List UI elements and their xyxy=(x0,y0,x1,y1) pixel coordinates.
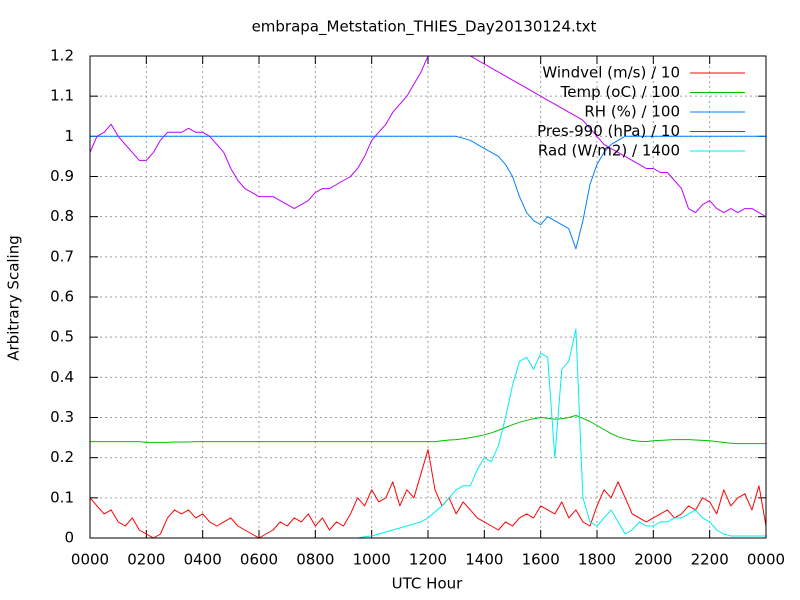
y-tick-label: 0.3 xyxy=(50,408,74,426)
data-line xyxy=(90,449,766,538)
x-tick-label: 0000 xyxy=(71,551,109,569)
x-tick-label: 2200 xyxy=(691,551,729,569)
legend-label: Windvel (m/s) / 10 xyxy=(542,64,680,82)
legend-label: Pres-990 (hPa) / 10 xyxy=(537,122,680,140)
chart-title: embrapa_Metstation_THIES_Day20130124.txt xyxy=(252,18,597,37)
x-tick-label: 1400 xyxy=(465,551,503,569)
x-tick-label: 1600 xyxy=(522,551,560,569)
y-axis-label: Arbitrary Scaling xyxy=(5,235,23,361)
legend-label: Rad (W/m2) / 1400 xyxy=(538,142,680,160)
y-tick-label: 1 xyxy=(64,127,74,145)
x-tick-label: 0000 xyxy=(747,551,785,569)
y-tick-label: 0.1 xyxy=(50,488,74,506)
data-line xyxy=(90,415,766,445)
x-tick-label: 0800 xyxy=(296,551,334,569)
y-tick-label: 0.6 xyxy=(50,288,74,306)
y-tick-label: 0.9 xyxy=(50,167,74,185)
y-tick-label: 0.5 xyxy=(50,328,74,346)
data-line xyxy=(90,135,766,250)
y-tick-label: 0.7 xyxy=(50,247,74,265)
x-axis-label: UTC Hour xyxy=(392,575,463,593)
x-tick-label: 2000 xyxy=(634,551,672,569)
plot-border xyxy=(89,55,767,539)
legend-label: RH (%) / 100 xyxy=(584,103,680,121)
x-tick-label: 1800 xyxy=(578,551,616,569)
y-tick-label: 0.4 xyxy=(50,368,74,386)
x-tick-label: 0600 xyxy=(240,551,278,569)
y-tick-label: 1.2 xyxy=(50,47,74,65)
x-tick-label: 1200 xyxy=(409,551,447,569)
legend-label: Temp (oC) / 100 xyxy=(560,83,680,101)
y-tick-label: 1.1 xyxy=(50,87,74,105)
y-tick-label: 0.8 xyxy=(50,207,74,225)
x-tick-label: 0200 xyxy=(127,551,165,569)
x-tick-label: 0400 xyxy=(184,551,222,569)
data-line xyxy=(90,56,766,218)
y-tick-label: 0 xyxy=(64,529,74,547)
plot-area xyxy=(90,56,766,538)
data-line xyxy=(90,328,766,538)
y-tick-label: 0.2 xyxy=(50,448,74,466)
x-tick-label: 1000 xyxy=(353,551,391,569)
